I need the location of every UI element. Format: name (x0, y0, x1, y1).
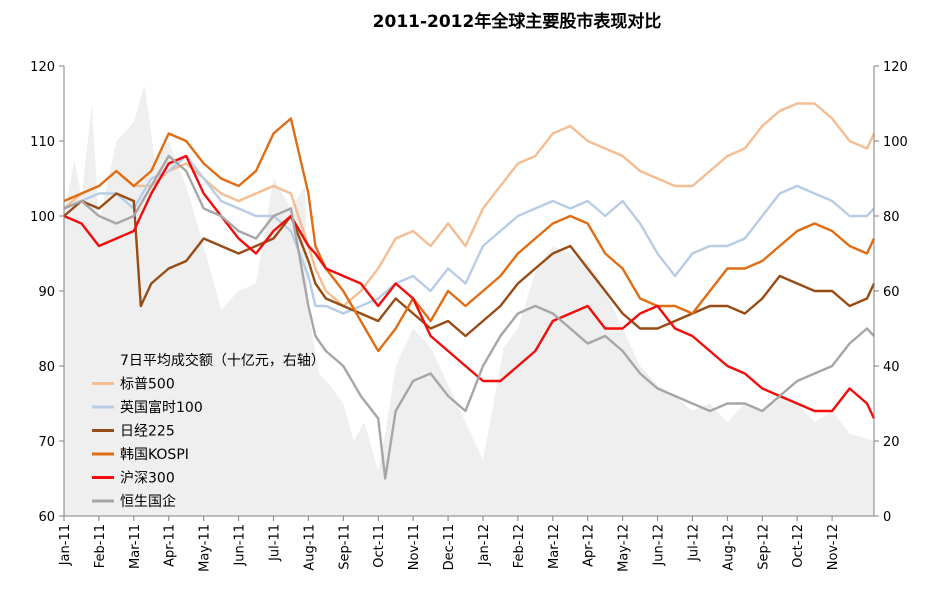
x-tick-label: Feb-11 (93, 524, 108, 568)
x-tick-label: Apr-11 (163, 524, 178, 567)
series-line-series-6 (63, 154, 875, 480)
left-tick-label: 60 (38, 510, 55, 525)
series-lines-layer (63, 102, 876, 480)
left-axis-ticks: 60 70 80 90 100 110 120 (30, 60, 64, 525)
legend-label: 标普500 (120, 377, 175, 393)
x-tick-label: Jun-11 (233, 524, 248, 567)
volume-area-layer (64, 84, 874, 517)
x-tick-label: Feb-12 (512, 524, 527, 568)
x-tick-label: Jan-11 (58, 524, 73, 566)
legend-label: 恒生国企 (120, 493, 176, 510)
x-tick-label: Oct-12 (791, 524, 806, 568)
left-tick-label: 120 (30, 60, 55, 75)
series-line-100 (63, 154, 875, 315)
x-tick-label: Sep-12 (756, 524, 771, 570)
left-tick-label: 90 (38, 285, 55, 300)
x-tick-label: May-12 (617, 524, 632, 572)
x-tick-label: Jan-12 (477, 524, 492, 566)
series-area-7 (64, 84, 874, 517)
series-line-225 (63, 192, 876, 338)
x-tick-label: Oct-11 (372, 524, 387, 568)
x-tick-label: Dec-11 (442, 524, 457, 570)
x-tick-label: Sep-11 (337, 524, 352, 570)
x-tick-label: Nov-11 (407, 524, 422, 570)
legend-label: 英国富时100 (120, 399, 203, 416)
x-tick-label: Aug-12 (721, 524, 736, 571)
left-tick-label: 110 (30, 135, 55, 150)
chart-title: 2011-2012年全球主要股市表现对比 (373, 11, 662, 32)
right-tick-label: 20 (883, 435, 900, 450)
left-tick-label: 100 (30, 210, 55, 225)
legend-label: 7日平均成交额（十亿元，右轴） (120, 352, 325, 369)
x-tick-label: May-11 (198, 524, 213, 572)
right-tick-label: 40 (883, 360, 900, 375)
series-line-300 (63, 154, 876, 420)
x-tick-label: Jul-12 (686, 524, 701, 562)
x-tick-label: Aug-11 (302, 524, 317, 571)
legend-label: 日经225 (120, 424, 175, 440)
legend: 7日平均成交额（十亿元，右轴） 标普500 英国富时100 日经225 韩国KOSPI 沪… (92, 352, 325, 510)
right-axis-ticks: 0 20 40 60 80 100 120 (874, 60, 908, 525)
right-tick-label: 100 (883, 135, 908, 150)
x-tick-label: Jul-11 (267, 524, 282, 562)
x-tick-label: Nov-12 (826, 524, 841, 570)
legend-label: 韩国KOSPI (120, 447, 189, 463)
x-tick-label: Mar-12 (547, 524, 562, 569)
right-tick-label: 120 (883, 60, 908, 75)
x-tick-label: Jun-12 (652, 524, 667, 567)
legend-label: 沪深300 (120, 471, 175, 487)
x-tick-label: Apr-12 (582, 524, 597, 567)
left-tick-label: 70 (38, 435, 55, 450)
series-line-kospi (63, 117, 876, 353)
right-tick-label: 80 (883, 210, 900, 225)
x-axis-ticks: Jan-11 Feb-11 Mar-11 Apr-11 May-11 Jun-11 Jul-… (58, 516, 841, 572)
left-tick-label: 80 (38, 360, 55, 375)
right-tick-label: 0 (883, 510, 891, 525)
x-tick-label: Mar-11 (128, 524, 143, 569)
right-tick-label: 60 (883, 285, 900, 300)
